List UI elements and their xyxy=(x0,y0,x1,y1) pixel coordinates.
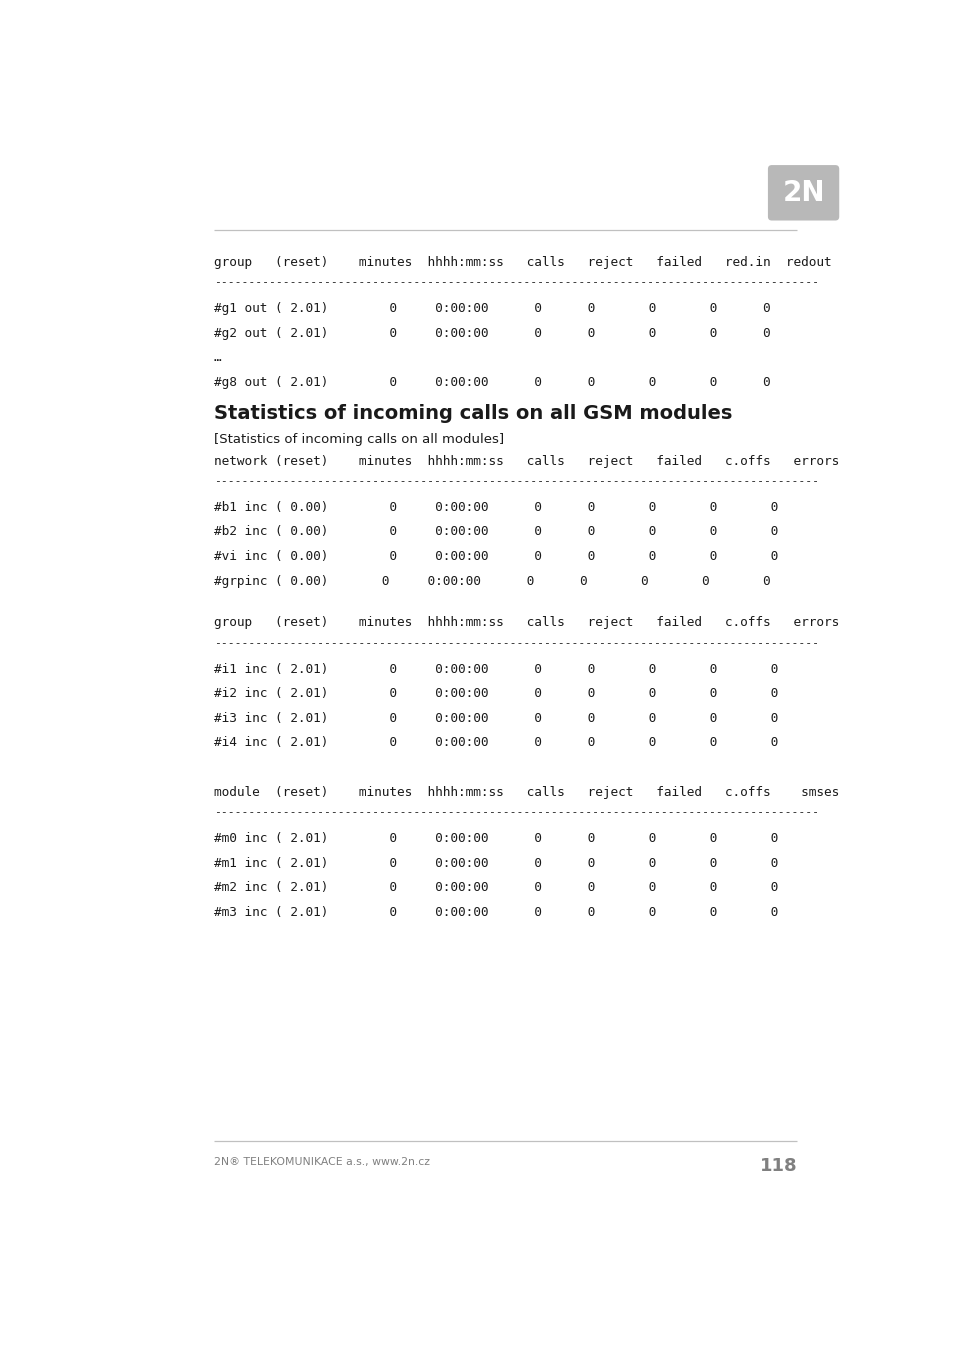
Text: --------------------------------------------------------------------------------: ----------------------------------------… xyxy=(213,637,818,648)
Text: #m1 inc ( 2.01)        0     0:00:00      0      0       0       0       0: #m1 inc ( 2.01) 0 0:00:00 0 0 0 0 0 xyxy=(213,856,778,869)
Text: #i3 inc ( 2.01)        0     0:00:00      0      0       0       0       0: #i3 inc ( 2.01) 0 0:00:00 0 0 0 0 0 xyxy=(213,711,778,725)
FancyBboxPatch shape xyxy=(767,165,839,220)
Text: --------------------------------------------------------------------------------: ----------------------------------------… xyxy=(213,807,818,817)
Text: group   (reset)    minutes  hhhh:mm:ss   calls   reject   failed   c.offs   erro: group (reset) minutes hhhh:mm:ss calls r… xyxy=(213,617,839,629)
Text: --------------------------------------------------------------------------------: ----------------------------------------… xyxy=(213,278,818,288)
Text: #m2 inc ( 2.01)        0     0:00:00      0      0       0       0       0: #m2 inc ( 2.01) 0 0:00:00 0 0 0 0 0 xyxy=(213,882,778,894)
Text: #g8 out ( 2.01)        0     0:00:00      0      0       0       0      0: #g8 out ( 2.01) 0 0:00:00 0 0 0 0 0 xyxy=(213,377,770,389)
Text: #g2 out ( 2.01)        0     0:00:00      0      0       0       0      0: #g2 out ( 2.01) 0 0:00:00 0 0 0 0 0 xyxy=(213,327,770,340)
Text: module  (reset)    minutes  hhhh:mm:ss   calls   reject   failed   c.offs    sms: module (reset) minutes hhhh:mm:ss calls … xyxy=(213,786,839,799)
Text: 118: 118 xyxy=(759,1157,797,1174)
Text: group   (reset)    minutes  hhhh:mm:ss   calls   reject   failed   red.in  redou: group (reset) minutes hhhh:mm:ss calls r… xyxy=(213,256,831,269)
Text: 2N: 2N xyxy=(781,178,824,207)
Text: …: … xyxy=(213,351,221,364)
Text: #i4 inc ( 2.01)        0     0:00:00      0      0       0       0       0: #i4 inc ( 2.01) 0 0:00:00 0 0 0 0 0 xyxy=(213,736,778,749)
Text: [Statistics of incoming calls on all modules]: [Statistics of incoming calls on all mod… xyxy=(213,433,503,446)
Text: #m0 inc ( 2.01)        0     0:00:00      0      0       0       0       0: #m0 inc ( 2.01) 0 0:00:00 0 0 0 0 0 xyxy=(213,832,778,845)
Text: #g1 out ( 2.01)        0     0:00:00      0      0       0       0      0: #g1 out ( 2.01) 0 0:00:00 0 0 0 0 0 xyxy=(213,302,770,315)
Text: #grpinc ( 0.00)       0     0:00:00      0      0       0       0       0: #grpinc ( 0.00) 0 0:00:00 0 0 0 0 0 xyxy=(213,575,770,587)
Text: #i1 inc ( 2.01)        0     0:00:00      0      0       0       0       0: #i1 inc ( 2.01) 0 0:00:00 0 0 0 0 0 xyxy=(213,663,778,675)
Text: 2N® TELEKOMUNIKACE a.s., www.2n.cz: 2N® TELEKOMUNIKACE a.s., www.2n.cz xyxy=(213,1157,430,1166)
Text: #i2 inc ( 2.01)        0     0:00:00      0      0       0       0       0: #i2 inc ( 2.01) 0 0:00:00 0 0 0 0 0 xyxy=(213,687,778,701)
Text: #vi inc ( 0.00)        0     0:00:00      0      0       0       0       0: #vi inc ( 0.00) 0 0:00:00 0 0 0 0 0 xyxy=(213,549,778,563)
Text: --------------------------------------------------------------------------------: ----------------------------------------… xyxy=(213,477,818,486)
Text: network (reset)    minutes  hhhh:mm:ss   calls   reject   failed   c.offs   erro: network (reset) minutes hhhh:mm:ss calls… xyxy=(213,455,839,467)
Text: #b2 inc ( 0.00)        0     0:00:00      0      0       0       0       0: #b2 inc ( 0.00) 0 0:00:00 0 0 0 0 0 xyxy=(213,525,778,539)
Text: #b1 inc ( 0.00)        0     0:00:00      0      0       0       0       0: #b1 inc ( 0.00) 0 0:00:00 0 0 0 0 0 xyxy=(213,501,778,514)
Text: Statistics of incoming calls on all GSM modules: Statistics of incoming calls on all GSM … xyxy=(213,404,731,423)
Text: #m3 inc ( 2.01)        0     0:00:00      0      0       0       0       0: #m3 inc ( 2.01) 0 0:00:00 0 0 0 0 0 xyxy=(213,906,778,919)
